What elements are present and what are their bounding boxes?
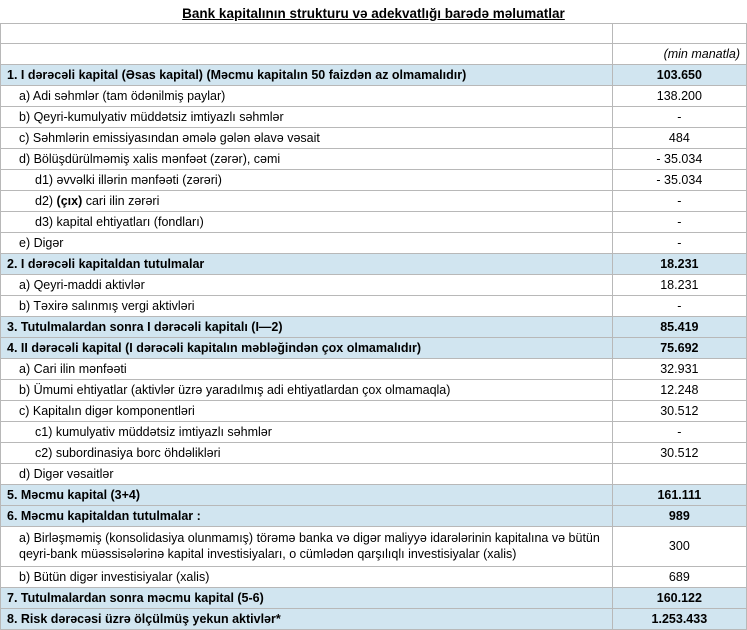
row-label: b) Təxirə salınmış vergi aktivləri — [1, 296, 613, 317]
row-value: 103.650 — [612, 65, 746, 86]
row-label: b) Ümumi ehtiyatlar (aktivlər üzrə yarad… — [1, 380, 613, 401]
table-row: a) Birləşməmiş (konsolidasiya olunmamış)… — [1, 527, 747, 567]
row-value: 300 — [612, 527, 746, 567]
row-value: - — [612, 233, 746, 254]
table-row: 6. Məcmu kapitaldan tutulmalar :989 — [1, 506, 747, 527]
table-row: e) Digər- — [1, 233, 747, 254]
table-row: a) Adi səhmlər (tam ödənilmiş paylar)138… — [1, 86, 747, 107]
row-label: a) Cari ilin mənfəəti — [1, 359, 613, 380]
row-value: - — [612, 107, 746, 128]
row-value: 85.419 — [612, 317, 746, 338]
row-label: e) Digər — [1, 233, 613, 254]
row-value: 138.200 — [612, 86, 746, 107]
table-row: a) Cari ilin mənfəəti32.931 — [1, 359, 747, 380]
table-row: a) Qeyri-maddi aktivlər18.231 — [1, 275, 747, 296]
row-label: 5. Məcmu kapital (3+4) — [1, 485, 613, 506]
table-row: d2) (çıx) cari ilin zərəri- — [1, 191, 747, 212]
row-label: c1) kumulyativ müddətsiz imtiyazlı səhml… — [1, 422, 613, 443]
table-row: c) Səhmlərin emissiyasından əmələ gələn … — [1, 128, 747, 149]
row-label: c) Səhmlərin emissiyasından əmələ gələn … — [1, 128, 613, 149]
row-value: 32.931 — [612, 359, 746, 380]
row-label: d1) əvvəlki illərin mənfəəti (zərəri) — [1, 170, 613, 191]
row-value: 689 — [612, 566, 746, 587]
table-row: b) Qeyri-kumulyativ müddətsiz imtiyazlı … — [1, 107, 747, 128]
row-value: 161.111 — [612, 485, 746, 506]
row-label: c2) subordinasiya borc öhdəlikləri — [1, 443, 613, 464]
table-row: 2. I dərəcəli kapitaldan tutulmalar18.23… — [1, 254, 747, 275]
row-label: d) Digər vəsaitlər — [1, 464, 613, 485]
row-value: 30.512 — [612, 443, 746, 464]
table-row: d3) kapital ehtiyatları (fondları)- — [1, 212, 747, 233]
row-value: 18.231 — [612, 254, 746, 275]
row-label: 8. Risk dərəcəsi üzrə ölçülmüş yekun akt… — [1, 608, 613, 629]
table-row: c) Kapitalın digər komponentləri30.512 — [1, 401, 747, 422]
table-row: 8. Risk dərəcəsi üzrə ölçülmüş yekun akt… — [1, 608, 747, 629]
table-row: d) Bölüşdürülməmiş xalis mənfəət (zərər)… — [1, 149, 747, 170]
row-label: 1. I dərəcəli kapital (Əsas kapital) (Mə… — [1, 65, 613, 86]
capital-table: (min manatla) 1. I dərəcəli kapital (Əsa… — [0, 23, 747, 630]
table-row: b) Ümumi ehtiyatlar (aktivlər üzrə yarad… — [1, 380, 747, 401]
row-label: a) Birləşməmiş (konsolidasiya olunmamış)… — [1, 527, 613, 567]
table-row: c1) kumulyativ müddətsiz imtiyazlı səhml… — [1, 422, 747, 443]
row-label: a) Adi səhmlər (tam ödənilmiş paylar) — [1, 86, 613, 107]
table-row: c2) subordinasiya borc öhdəlikləri30.512 — [1, 443, 747, 464]
row-label: 6. Məcmu kapitaldan tutulmalar : — [1, 506, 613, 527]
table-row: 1. I dərəcəli kapital (Əsas kapital) (Mə… — [1, 65, 747, 86]
row-label: d) Bölüşdürülməmiş xalis mənfəət (zərər)… — [1, 149, 613, 170]
row-value: 30.512 — [612, 401, 746, 422]
row-value: 989 — [612, 506, 746, 527]
row-value: 484 — [612, 128, 746, 149]
table-row: b) Bütün digər investisiyalar (xalis)689 — [1, 566, 747, 587]
row-value: - — [612, 422, 746, 443]
row-label: 4. II dərəcəli kapital (I dərəcəli kapit… — [1, 338, 613, 359]
row-value: - — [612, 296, 746, 317]
table-row: d) Digər vəsaitlər — [1, 464, 747, 485]
row-value: - 35.034 — [612, 149, 746, 170]
row-value: - 35.034 — [612, 170, 746, 191]
row-value: - — [612, 212, 746, 233]
row-label: b) Bütün digər investisiyalar (xalis) — [1, 566, 613, 587]
table-row: b) Təxirə salınmış vergi aktivləri- — [1, 296, 747, 317]
row-label: d2) (çıx) cari ilin zərəri — [1, 191, 613, 212]
row-label: b) Qeyri-kumulyativ müddətsiz imtiyazlı … — [1, 107, 613, 128]
row-value — [612, 464, 746, 485]
table-row: 7. Tutulmalardan sonra məcmu kapital (5-… — [1, 587, 747, 608]
row-value: - — [612, 191, 746, 212]
row-label: d3) kapital ehtiyatları (fondları) — [1, 212, 613, 233]
table-row: 5. Məcmu kapital (3+4)161.111 — [1, 485, 747, 506]
row-value: 75.692 — [612, 338, 746, 359]
row-value: 160.122 — [612, 587, 746, 608]
row-value: 1.253.433 — [612, 608, 746, 629]
unit-label: (min manatla) — [612, 44, 746, 65]
row-label: 2. I dərəcəli kapitaldan tutulmalar — [1, 254, 613, 275]
table-row: 4. II dərəcəli kapital (I dərəcəli kapit… — [1, 338, 747, 359]
row-label: a) Qeyri-maddi aktivlər — [1, 275, 613, 296]
row-value: 18.231 — [612, 275, 746, 296]
row-label: c) Kapitalın digər komponentləri — [1, 401, 613, 422]
unit-row: (min manatla) — [1, 44, 747, 65]
blank-row — [1, 24, 747, 44]
table-row: 3. Tutulmalardan sonra I dərəcəli kapita… — [1, 317, 747, 338]
table-row: d1) əvvəlki illərin mənfəəti (zərəri)- 3… — [1, 170, 747, 191]
page-title: Bank kapitalının strukturu və adekvatlığ… — [0, 0, 747, 23]
row-value: 12.248 — [612, 380, 746, 401]
row-label: 7. Tutulmalardan sonra məcmu kapital (5-… — [1, 587, 613, 608]
row-label: 3. Tutulmalardan sonra I dərəcəli kapita… — [1, 317, 613, 338]
